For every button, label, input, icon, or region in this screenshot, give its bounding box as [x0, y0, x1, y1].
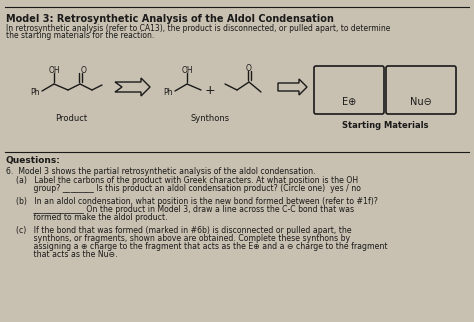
Text: Nu⊖: Nu⊖ — [410, 97, 432, 107]
Text: (c)   If the bond that was formed (marked in #6b) is disconnected or pulled apar: (c) If the bond that was formed (marked … — [16, 226, 352, 235]
Text: O: O — [246, 63, 252, 72]
Text: Model 3: Retrosynthetic Analysis of the Aldol Condensation: Model 3: Retrosynthetic Analysis of the … — [6, 14, 334, 24]
Text: +: + — [205, 83, 215, 97]
Text: In retrosynthetic analysis (refer to CA13), the product is disconnected, or pull: In retrosynthetic analysis (refer to CA1… — [6, 24, 391, 33]
Text: (a)   Label the carbons of the product with Greek characters. At what position i: (a) Label the carbons of the product wit… — [16, 176, 358, 185]
Text: Product: Product — [55, 114, 87, 123]
Text: the starting materials for the reaction.: the starting materials for the reaction. — [6, 31, 154, 40]
Text: OH: OH — [48, 65, 60, 74]
Text: 6.  Model 3 shows the partial retrosynthetic analysis of the aldol condensation.: 6. Model 3 shows the partial retrosynthe… — [6, 167, 316, 176]
Text: Questions:: Questions: — [6, 156, 61, 165]
Text: Ph: Ph — [30, 88, 40, 97]
Text: (b)   In an aldol condensation, what position is the new bond formed between (re: (b) In an aldol condensation, what posit… — [16, 197, 378, 206]
Text: group? ________ Is this product an aldol condensation product? (Circle one)  yes: group? ________ Is this product an aldol… — [16, 184, 361, 193]
Text: formed to make the aldol product.: formed to make the aldol product. — [16, 213, 168, 222]
Text: O: O — [81, 65, 87, 74]
Text: that acts as the Nu⊖.: that acts as the Nu⊖. — [16, 250, 118, 259]
Text: Synthons: Synthons — [191, 114, 229, 123]
Text: synthons, or fragments, shown above are obtained. Complete these synthons by: synthons, or fragments, shown above are … — [16, 234, 350, 243]
Text: assigning a ⊕ charge to the fragment that acts as the E⊕ and a ⊖ charge to the f: assigning a ⊕ charge to the fragment tha… — [16, 242, 388, 251]
Text: OH: OH — [181, 65, 193, 74]
Text: _____________ On the product in Model 3, draw a line across the C-C bond that wa: _____________ On the product in Model 3,… — [16, 205, 354, 214]
Text: Ph: Ph — [164, 88, 173, 97]
Text: Starting Materials: Starting Materials — [342, 121, 428, 130]
Text: E⊕: E⊕ — [342, 97, 356, 107]
